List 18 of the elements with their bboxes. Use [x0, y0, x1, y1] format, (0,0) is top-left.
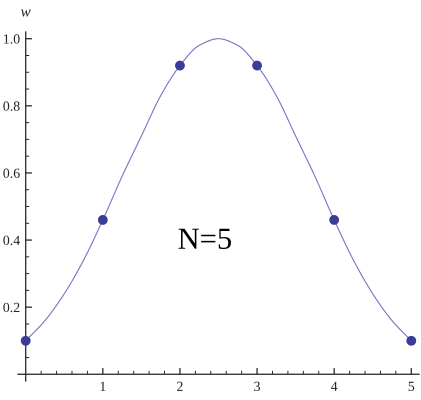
y-tick-label: 0.4 — [3, 236, 20, 246]
point — [20, 336, 31, 346]
y-tick-label: 0.8 — [3, 101, 20, 111]
y-tick-label: 1.0 — [4, 34, 20, 44]
x-tick-label: 4 — [330, 382, 338, 391]
x-tick-label: 1 — [100, 382, 106, 391]
x-tick-label: 2 — [177, 382, 183, 391]
y-tick-label: 0.6 — [3, 168, 20, 178]
point — [406, 336, 416, 346]
point — [252, 60, 262, 70]
x-tick-label: 5 — [408, 382, 414, 392]
point — [329, 215, 340, 225]
y-tick-label: 0.2 — [3, 302, 20, 312]
x-tick-label: 3 — [254, 382, 260, 392]
y-axis-title: w — [20, 10, 31, 17]
annotation: N=5 — [178, 228, 231, 250]
point — [175, 60, 185, 70]
point — [98, 215, 108, 225]
